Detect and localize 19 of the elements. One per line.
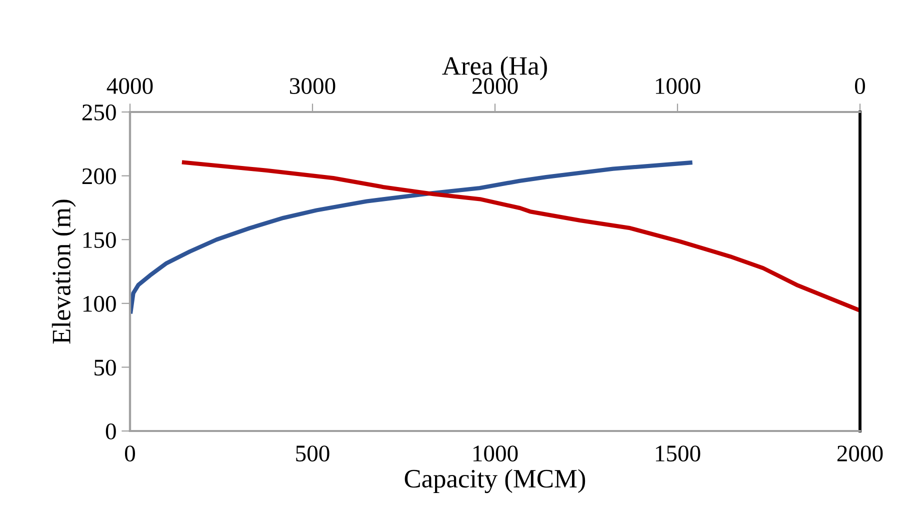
x2-tick-label: 3000	[290, 78, 336, 94]
x2-tick-label: 1000	[656, 78, 700, 94]
y-tick-label: 0	[106, 423, 116, 440]
x-tick-label: 500	[296, 446, 330, 462]
y-tick-label: 250	[82, 104, 116, 120]
y-tick-label: 50	[94, 360, 116, 376]
y-tick-label: 100	[83, 296, 116, 312]
line-series	[130, 160, 692, 314]
x-tick-label: 2000	[837, 446, 883, 462]
x-tick-label: 0	[124, 446, 136, 462]
x2-tick-label: 2000	[472, 78, 518, 94]
x2-tick-label: 0	[854, 78, 866, 94]
y-axis-title: Elevation (m)	[52, 200, 76, 344]
x-tick-label: 1500	[656, 446, 700, 462]
y-tick-label: 150	[83, 232, 116, 248]
y-tick-label: 200	[82, 168, 116, 184]
x-tick-label: 1000	[473, 446, 518, 462]
x2-tick-label: 4000	[106, 78, 153, 94]
x-axis-title: Capacity (MCM)	[404, 469, 586, 494]
